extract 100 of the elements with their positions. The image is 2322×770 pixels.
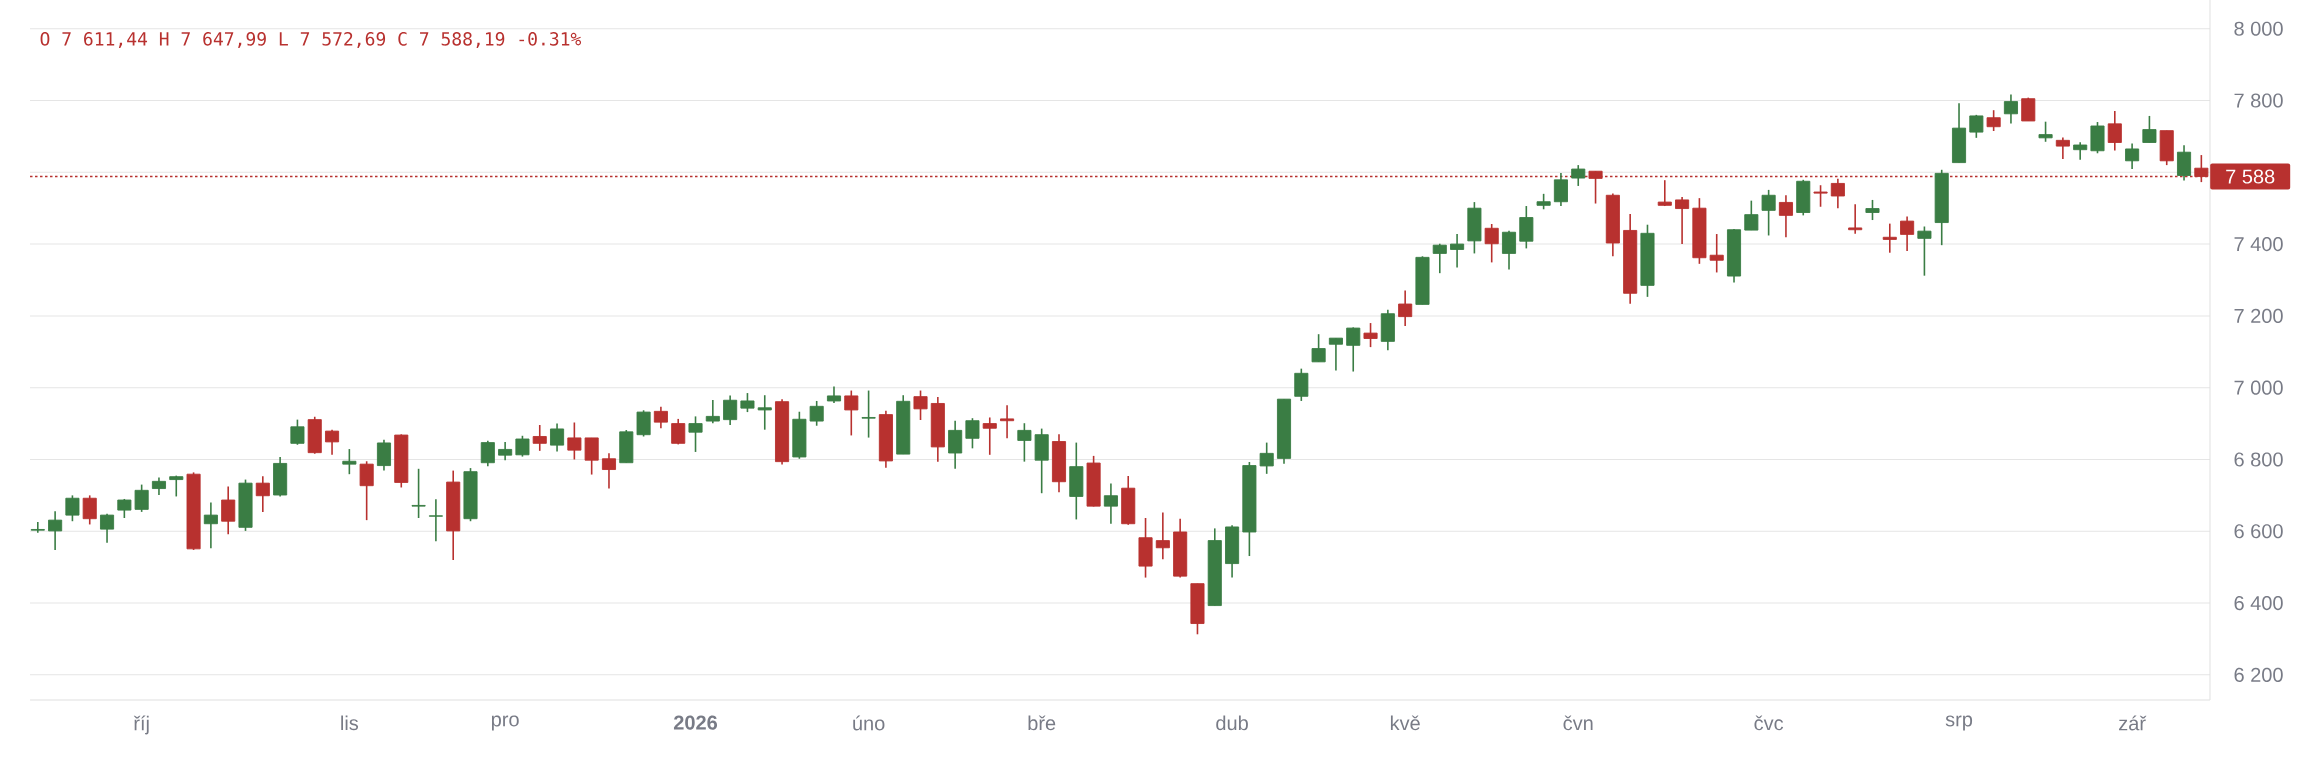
y-tick-label: 8 000 [2234, 21, 2283, 36]
x-tick-label: úno [853, 715, 885, 731]
candlestick [1328, 337, 1343, 372]
candlestick [255, 475, 270, 513]
x-tick-label: 2026 [673, 715, 718, 730]
y-tick-label: 7 400 [2234, 237, 2283, 252]
candlestick [1571, 164, 1586, 187]
x-tick-label: bře [1028, 715, 1056, 731]
candlestick [1865, 199, 1880, 221]
candlestick [567, 421, 582, 461]
candlestick [653, 405, 668, 430]
candlestick [65, 494, 80, 523]
candlestick [601, 452, 617, 490]
x-tick-label: srp [1945, 715, 1973, 731]
x-tick-label: říj [133, 715, 149, 735]
candlestick [480, 440, 495, 468]
candlestick [1519, 205, 1534, 250]
candlestick [1501, 230, 1517, 271]
candlestick [2142, 115, 2157, 144]
candlestick [2107, 110, 2122, 152]
candlestick [723, 394, 738, 426]
candlestick [982, 416, 997, 456]
candlestick [844, 389, 859, 437]
candlestick [1484, 223, 1499, 264]
candlestick [1830, 177, 1845, 209]
annotation: O 7 611,44 H 7 647,99 L 7 572,69 C 7 588,19 -0.31% [40, 32, 582, 48]
candlestick [584, 437, 599, 476]
candlestick [1000, 404, 1015, 440]
candlestick [861, 389, 876, 439]
x-tick-label: čvc [1754, 715, 1784, 731]
y-tick-label: 6 400 [2234, 595, 2283, 611]
candlestick [221, 485, 236, 535]
y-tick-label: 6 600 [2234, 524, 2283, 539]
candlestick [411, 468, 426, 519]
candlestick [1398, 289, 1413, 327]
candlestick [2038, 120, 2053, 143]
candlestick [342, 448, 357, 475]
candlestick [498, 441, 513, 461]
candlestick [1813, 184, 1828, 208]
candlestick [515, 434, 530, 458]
y-tick-label: 7 800 [2234, 93, 2283, 108]
candlestick [636, 409, 651, 438]
candlestick [948, 419, 963, 470]
candlestick [325, 428, 340, 456]
candlestick [705, 399, 720, 425]
candlestick [428, 498, 443, 543]
candlestick [2177, 144, 2192, 182]
candlestick [48, 510, 63, 551]
candlestick [1155, 511, 1170, 561]
candlestick [1778, 194, 1793, 239]
candlestick [809, 400, 824, 427]
candlestick [1848, 203, 1863, 235]
candlestick [1346, 326, 1361, 373]
x-tick-label: dub [1216, 715, 1248, 731]
candlestick [2125, 142, 2140, 170]
candlestick [30, 521, 45, 534]
candlestick [1553, 172, 1568, 207]
ref-line-label: 7 588 [2226, 169, 2275, 184]
candlestick [1363, 322, 1378, 348]
candlestick [1450, 233, 1465, 269]
candlestick [1017, 422, 1032, 463]
candlestick [1294, 367, 1309, 402]
candlestick [1259, 441, 1274, 475]
candlestick [1986, 109, 2001, 132]
candlestick [1900, 215, 1915, 252]
candlestick [1103, 482, 1118, 525]
candlestick [203, 501, 218, 549]
candlestick [2055, 136, 2070, 160]
candlestick [688, 415, 703, 453]
candlestick [1657, 179, 1672, 207]
candlestick [1917, 225, 1932, 277]
x-tick-label: pro [491, 715, 519, 731]
candlestick [1761, 189, 1776, 237]
candlestick [913, 389, 928, 421]
y-tick-label: 6 800 [2234, 452, 2283, 467]
candlestick [359, 460, 374, 521]
x-tick-label: lis [341, 715, 359, 731]
y-tick-label: 7 200 [2234, 308, 2283, 323]
candlestick [671, 418, 686, 446]
x-tick-label: zář [2119, 715, 2147, 731]
candlestick [2003, 93, 2018, 125]
candlestick [1709, 233, 1724, 274]
candlestick [82, 494, 97, 526]
candlestick [1311, 333, 1326, 363]
candlestick [134, 483, 149, 513]
y-tick-label: 6 200 [2234, 667, 2283, 682]
candlestick [740, 392, 755, 413]
x-tick-label: kvě [1390, 715, 1420, 731]
candlestick [376, 438, 391, 472]
candlestick [1675, 196, 1690, 245]
x-tick-label: čvn [1563, 715, 1593, 731]
candlestick [757, 394, 772, 431]
candlestick [290, 418, 305, 446]
y-tick-label: 7 000 [2234, 380, 2283, 395]
candlestick [100, 512, 115, 544]
candlestick [550, 422, 565, 453]
candlestick [532, 424, 547, 452]
candlestick [1432, 242, 1447, 274]
candlestick [965, 417, 980, 450]
candlestick [1882, 222, 1897, 254]
